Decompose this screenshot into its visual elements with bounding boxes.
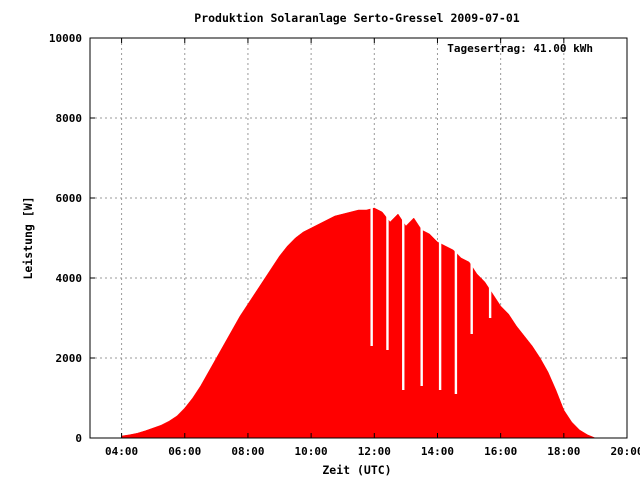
chart-title: Produktion Solaranlage Serto-Gressel 200… bbox=[194, 11, 519, 25]
x-tick-label: 12:00 bbox=[358, 445, 391, 458]
x-tick-label: 10:00 bbox=[295, 445, 328, 458]
y-tick-label: 0 bbox=[75, 432, 82, 445]
x-tick-label: 14:00 bbox=[421, 445, 454, 458]
y-tick-label: 2000 bbox=[56, 352, 83, 365]
x-tick-label: 08:00 bbox=[231, 445, 264, 458]
power-series-area bbox=[121, 207, 596, 439]
plot-frame bbox=[89, 37, 628, 439]
x-tick-label: 16:00 bbox=[484, 445, 517, 458]
x-tick-label: 04:00 bbox=[105, 445, 138, 458]
x-tick-label: 18:00 bbox=[547, 445, 580, 458]
x-tick-label: 20:00 bbox=[610, 445, 640, 458]
power-dip-mark bbox=[470, 260, 473, 334]
power-dip-mark bbox=[438, 237, 442, 390]
power-dip-mark bbox=[402, 216, 405, 390]
y-tick-label: 10000 bbox=[49, 32, 82, 45]
power-area bbox=[121, 202, 596, 439]
power-dip-mark bbox=[420, 224, 423, 386]
y-tick-label: 6000 bbox=[56, 192, 83, 205]
x-axis-label: Zeit (UTC) bbox=[322, 463, 391, 477]
daily-yield-annotation: Tagesertrag: 41.00 kWh bbox=[447, 42, 593, 55]
y-axis-label: Leistung [W] bbox=[21, 196, 35, 279]
power-dip-mark bbox=[370, 202, 373, 346]
power-dip-mark bbox=[488, 284, 492, 318]
power-dip-mark bbox=[454, 246, 458, 394]
ticks: 04:00 06:00 08:00 10:00 12:00 14:00 16:00 18:00… bbox=[49, 32, 640, 458]
y-tick-label: 4000 bbox=[56, 272, 83, 285]
power-dip-mark bbox=[386, 212, 389, 350]
x-tick-label: 06:00 bbox=[168, 445, 201, 458]
y-tick-label: 8000 bbox=[56, 112, 83, 125]
